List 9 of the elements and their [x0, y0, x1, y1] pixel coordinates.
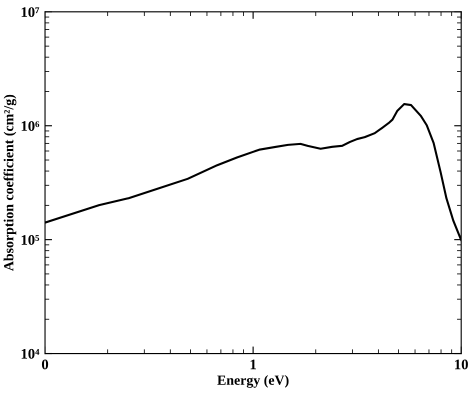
x-axis-title: Energy (eV) — [217, 375, 289, 388]
y-tick-label: 10⁴ — [22, 348, 40, 359]
y-tick-label: 10⁶ — [22, 121, 40, 131]
x-tick-label: 1 — [250, 360, 256, 370]
y-tick-label: 10⁷ — [22, 7, 40, 18]
y-tick-label: 10⁵ — [22, 234, 40, 245]
y-axis-title: Absorption coefficient (cm²/g) — [4, 94, 16, 272]
x-tick-label: 0 — [42, 360, 48, 370]
x-tick-label: 10 — [455, 360, 468, 370]
